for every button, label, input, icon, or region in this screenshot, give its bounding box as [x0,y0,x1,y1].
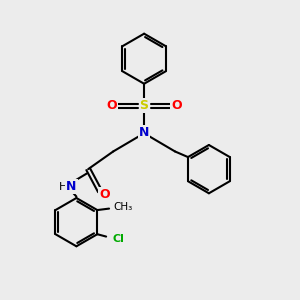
Text: N: N [66,180,76,193]
Text: CH₃: CH₃ [113,202,133,212]
Text: S: S [140,99,148,112]
Text: O: O [171,99,182,112]
Text: O: O [106,99,117,112]
Text: O: O [99,188,110,201]
Text: H: H [59,182,67,192]
Text: Cl: Cl [112,234,124,244]
Text: N: N [139,126,149,139]
